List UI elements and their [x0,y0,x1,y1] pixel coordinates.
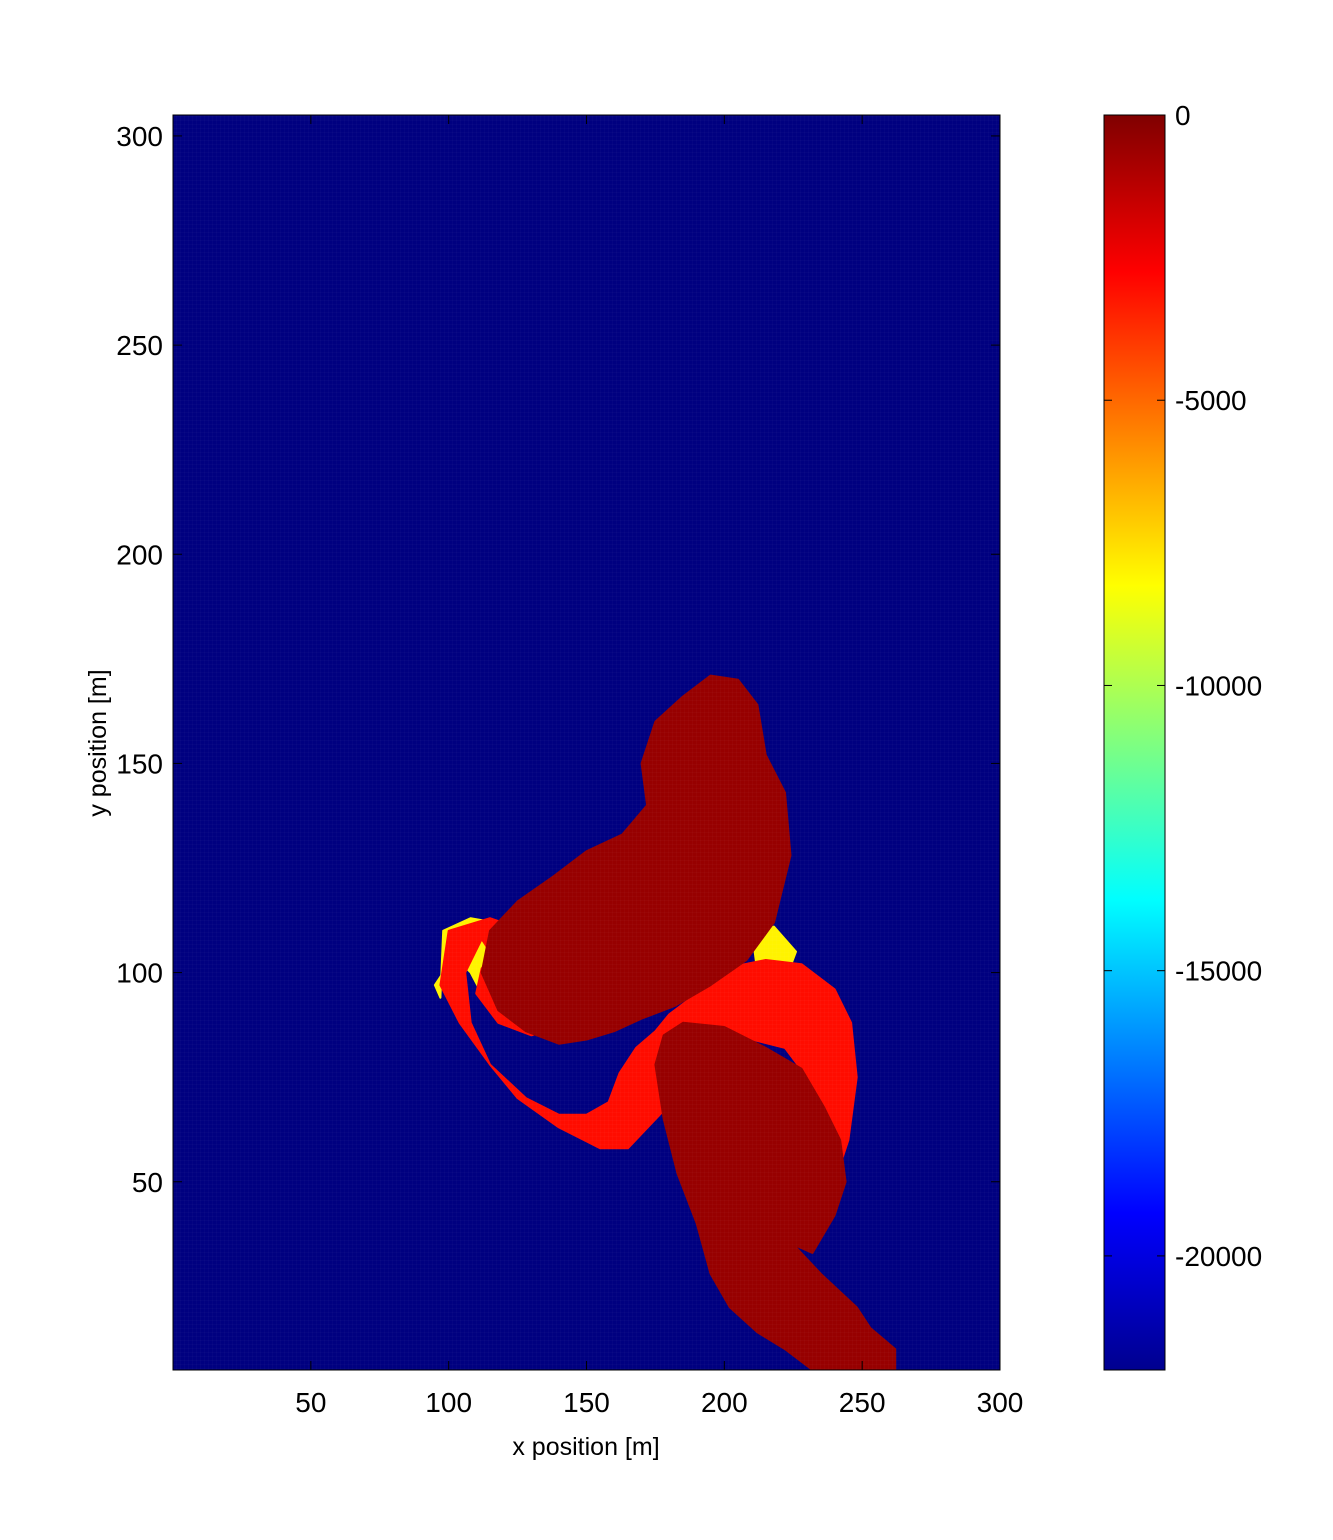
colorbar-tick-label: -20000 [1175,1241,1262,1272]
x-tick-label: 200 [701,1387,748,1418]
x-tick-label: 250 [839,1387,886,1418]
x-axis-label: x position [m] [512,1433,659,1461]
heatmap-texture [173,115,1000,1370]
x-tick-label: 150 [563,1387,610,1418]
x-tick-label: 300 [977,1387,1024,1418]
y-tick-label: 250 [116,330,163,361]
x-tick-label: 100 [425,1387,472,1418]
colorbar-gradient [1103,114,1166,1371]
y-tick-label: 100 [116,958,163,989]
y-axis-ticks: 50 100 150 200 250 300 [116,121,1000,1198]
x-tick-label: 50 [295,1387,326,1418]
y-axis-label: y position [m] [84,669,112,816]
y-tick-label: 200 [116,539,163,570]
y-tick-label: 150 [116,748,163,779]
colorbar-tick-label: -5000 [1175,385,1247,416]
y-tick-label: 300 [116,121,163,152]
colorbar: 0 -5000 -10000 -15000 -20000 [1103,100,1262,1371]
y-tick-label: 50 [132,1167,163,1198]
x-axis-ticks: 50 100 150 200 250 300 [295,115,1023,1418]
colorbar-tick-label: 0 [1175,100,1191,131]
colorbar-tick-label: -15000 [1175,956,1262,987]
colorbar-tick-label: -10000 [1175,670,1262,701]
colorbar-ticks: 0 -5000 -10000 -15000 -20000 [1104,100,1262,1272]
plot-area [172,114,1001,1371]
